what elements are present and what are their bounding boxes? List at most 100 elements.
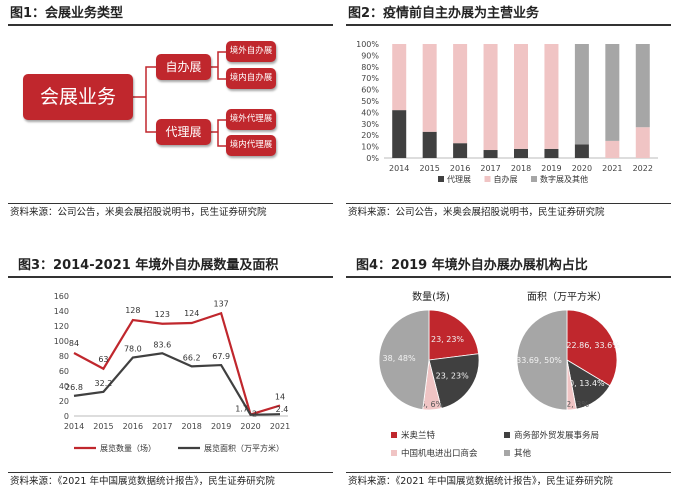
legend-swatch: [484, 176, 491, 182]
figure-2: 图2：疫情前自主办展为主营业务 0% 10% 20% 30% 40% 50% 60% 70% 8…: [346, 4, 671, 224]
data-label: 63: [98, 355, 108, 364]
legend-swatch: [391, 450, 397, 456]
stacked-bar-chart: 0% 10% 20% 30% 40% 50% 60% 70% 80% 90% 100% 2014 201…: [356, 40, 658, 184]
y-tick-label: 0: [64, 412, 69, 421]
data-label: 2.4: [276, 405, 289, 414]
pie-slice: [428, 353, 480, 409]
x-tick-label: 2015: [419, 164, 439, 173]
bar-segment: [574, 144, 589, 158]
data-label: 128: [125, 306, 140, 315]
bar-segment: [483, 44, 498, 151]
x-tick-label: 2022: [633, 164, 653, 173]
x-tick-label: 2014: [64, 422, 84, 431]
bar-segment: [514, 44, 528, 149]
y-tick-label: 140: [54, 307, 69, 316]
x-tick-label: 2018: [182, 422, 202, 431]
bar-segment: [453, 44, 468, 144]
y-tick-label: 0%: [366, 154, 379, 163]
bar-segment: [392, 44, 407, 111]
leaf-node: 境内代理展: [226, 135, 276, 156]
legend-label: 数字展及其他: [540, 174, 588, 184]
y-tick-label: 60%: [361, 86, 379, 95]
data-label: 124: [184, 309, 199, 318]
y-tick-label: 160: [54, 292, 69, 301]
pie-label: 23, 23%: [436, 372, 469, 381]
bar-segment: [635, 44, 650, 128]
leaf-node: 境外代理展: [226, 109, 276, 130]
y-tick-label: 20%: [361, 131, 379, 140]
x-tick-label: 2019: [541, 164, 561, 173]
x-tick-label: 2019: [211, 422, 231, 431]
y-tick-label: 80%: [361, 63, 379, 72]
legend-label: 米奥兰特: [401, 430, 436, 441]
legend-swatch: [531, 176, 537, 182]
data-label: 32.2: [95, 379, 113, 388]
data-label: 67.9: [212, 352, 230, 361]
figure-4: 图4：2019 年境外自办展办展机构占比 数量(场) 23, 23% 23, 23%…: [346, 256, 671, 490]
legend-swatch: [391, 432, 397, 438]
figure-1-title: 图1：会展业务类型: [8, 4, 333, 26]
y-tick-label: 50%: [361, 97, 379, 106]
figure-2-source: 资料来源：公司公告，米奥会展招股说明书，民生证券研究院: [346, 203, 671, 221]
x-tick-label: 2015: [93, 422, 113, 431]
pie-slice: [378, 309, 430, 411]
data-label: 78.0: [124, 345, 142, 354]
bar-segment: [483, 150, 498, 158]
y-tick-label: 70%: [361, 74, 379, 83]
data-label: 83.6: [153, 340, 171, 349]
pie-label: 38, 48%: [383, 354, 416, 363]
legend-label: 展览面积（万平方米）: [204, 443, 284, 453]
branch-node-agency: 代理展: [156, 119, 211, 145]
area-series-line: [73, 352, 281, 416]
y-tick-label: 40%: [361, 108, 379, 117]
pie-title: 数量(场): [412, 290, 450, 303]
leaf-node: 境内自办展: [226, 68, 276, 89]
legend-label: 展览数量（场）: [100, 443, 156, 453]
bar-segment: [453, 143, 468, 158]
pie-label: 9.0, 13.4%: [561, 379, 605, 388]
y-tick-label: 100%: [356, 40, 379, 49]
legend-swatch: [504, 450, 510, 456]
figure-3-title: 图3：2014-2021 年境外自办展数量及面积: [8, 256, 333, 278]
pie-slice: [566, 309, 618, 387]
bar-segment: [514, 148, 528, 158]
y-tick-label: 60: [59, 367, 69, 376]
figure-1-source: 资料来源：公司公告，米奥会展招股说明书，民生证券研究院: [8, 203, 333, 221]
legend-label: 其他: [514, 448, 532, 459]
x-tick-label: 2016: [450, 164, 470, 173]
y-tick-label: 90%: [361, 51, 379, 60]
y-tick-label: 80: [59, 352, 69, 361]
x-tick-label: 2018: [511, 164, 531, 173]
legend-swatch: [438, 176, 444, 182]
pie-title: 面积（万平方米）: [527, 290, 607, 303]
pie-charts: 数量(场) 23, 23% 23, 23% 5, 6% 38, 48% 面积（万平方米） 2…: [378, 290, 620, 459]
x-tick-label: 2016: [123, 422, 143, 431]
bar-segment: [422, 44, 437, 132]
bar-segment: [392, 110, 407, 158]
x-tick-label: 2017: [152, 422, 172, 431]
pie-label: 5, 6%: [420, 400, 443, 409]
root-node: 会展业务: [23, 74, 133, 120]
bar-segment: [544, 44, 559, 149]
y-tick-label: 20: [59, 397, 69, 406]
legend-label: 代理展: [447, 174, 471, 184]
pie-slice: [428, 309, 480, 361]
data-label: 123: [155, 310, 170, 319]
x-tick-label: 2020: [240, 422, 260, 431]
x-tick-label: 2020: [572, 164, 592, 173]
pie-label: 22.86, 33.6%: [566, 341, 620, 350]
bar-segment: [605, 140, 620, 158]
bar-segment: [544, 148, 559, 158]
x-tick-label: 2021: [270, 422, 290, 431]
figure-3: 图3：2014-2021 年境外自办展数量及面积 0 20 40 60 80 100 120…: [8, 256, 333, 490]
legend-label: 自办展: [494, 174, 518, 184]
pie-slice: [516, 309, 568, 411]
y-tick-label: 100: [54, 337, 69, 346]
y-tick-label: 10%: [361, 143, 379, 152]
y-tick-label: 40: [59, 382, 69, 391]
leaf-node: 境外自办展: [226, 41, 276, 62]
bar-segment: [574, 44, 589, 145]
data-label: 66.2: [183, 353, 201, 362]
figure-3-source: 资料来源：《2021 年中国展览数据统计报告》，民生证券研究院: [8, 472, 333, 490]
line-chart: 0 20 40 60 80 100 120 140 160 2014 2015 2016 2017 201…: [54, 292, 290, 453]
